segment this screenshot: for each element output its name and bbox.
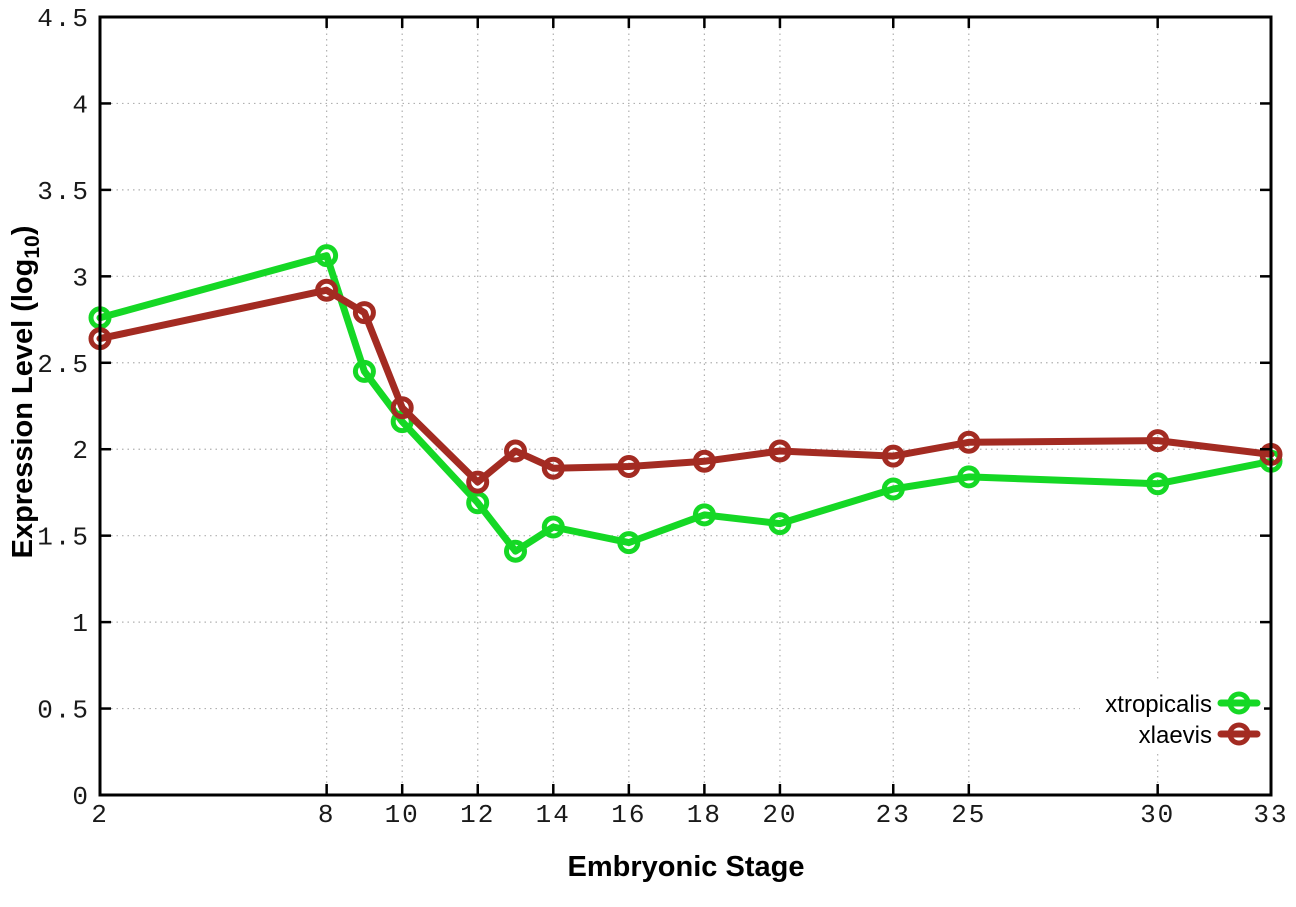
x-tick-label: 12 bbox=[460, 800, 495, 830]
y-tick-label: 3 bbox=[72, 263, 90, 293]
legend: xtropicalis xlaevis bbox=[1080, 682, 1264, 750]
x-tick-label: 14 bbox=[536, 800, 571, 830]
data-point-xtropicalis-stage-20 bbox=[768, 512, 792, 536]
x-axis-title: Embryonic Stage bbox=[568, 851, 805, 883]
data-point-xlaevis-stage-25 bbox=[957, 430, 981, 454]
y-tick-label: 0 bbox=[72, 782, 90, 812]
data-point-xlaevis-stage-8 bbox=[315, 278, 339, 302]
data-point-xtropicalis-stage-18 bbox=[692, 503, 716, 527]
series-layer bbox=[88, 244, 1283, 563]
x-tick-label: 2 bbox=[91, 800, 109, 830]
tick-label-layer: 2 8 10 12 14 16 18 20 23 25 30 33 0 0.5 1 1.5 2 2.5 3 3.5 4 4… bbox=[37, 4, 1288, 830]
data-point-xtropicalis-stage-13 bbox=[504, 539, 527, 563]
y-tick-label: 1.5 bbox=[37, 523, 90, 553]
data-point-xlaevis-stage-12 bbox=[466, 470, 490, 494]
x-tick-label: 10 bbox=[385, 800, 420, 830]
y-tick-label: 2 bbox=[72, 436, 90, 466]
legend-sample-marker-xlaevis bbox=[1227, 722, 1251, 746]
data-point-xtropicalis-stage-30 bbox=[1146, 472, 1170, 496]
x-tick-label: 25 bbox=[951, 800, 986, 830]
y-tick-label: 3.5 bbox=[37, 177, 90, 207]
legend-sample-marker-xtropicalis bbox=[1227, 691, 1251, 715]
data-point-xtropicalis-stage-25 bbox=[957, 465, 981, 489]
series-line-xlaevis bbox=[96, 286, 1275, 486]
data-point-xtropicalis-stage-9 bbox=[352, 359, 376, 383]
data-point-xlaevis-stage-13 bbox=[504, 439, 527, 463]
legend-label-xtropicalis: xtropicalis bbox=[1105, 691, 1212, 718]
y-tick-label: 4.5 bbox=[37, 4, 90, 34]
x-tick-label: 8 bbox=[318, 800, 336, 830]
x-tick-label: 16 bbox=[611, 800, 646, 830]
data-point-xlaevis-stage-14 bbox=[541, 456, 565, 480]
data-point-xtropicalis-stage-8 bbox=[315, 244, 339, 268]
x-tick-label: 30 bbox=[1140, 800, 1175, 830]
y-axis-title: Expression Level (log10) bbox=[7, 226, 44, 559]
data-point-xtropicalis-stage-12 bbox=[466, 491, 490, 515]
tick-layer bbox=[98, 15, 1273, 797]
plot-border bbox=[98, 15, 1273, 797]
data-point-xtropicalis-stage-16 bbox=[617, 531, 641, 555]
legend-label-xlaevis: xlaevis bbox=[1139, 722, 1212, 749]
data-point-xtropicalis-stage-23 bbox=[881, 477, 905, 501]
data-point-xlaevis-stage-10 bbox=[390, 396, 414, 420]
data-point-xtropicalis-stage-14 bbox=[541, 515, 565, 539]
x-tick-label: 20 bbox=[762, 800, 797, 830]
y-tick-label: 0.5 bbox=[37, 696, 90, 726]
data-point-xlaevis-stage-20 bbox=[768, 439, 792, 463]
x-tick-label: 33 bbox=[1253, 800, 1288, 830]
x-tick-label: 23 bbox=[876, 800, 911, 830]
data-point-xlaevis-stage-23 bbox=[881, 444, 905, 468]
y-tick-label: 2.5 bbox=[37, 350, 90, 380]
y-tick-label: 1 bbox=[72, 609, 90, 639]
data-point-xlaevis-stage-9 bbox=[352, 301, 376, 325]
y-tick-label: 4 bbox=[72, 90, 90, 120]
grid-layer bbox=[99, 16, 1272, 796]
data-point-xlaevis-stage-18 bbox=[692, 449, 716, 473]
x-tick-label: 18 bbox=[687, 800, 722, 830]
data-point-xlaevis-stage-16 bbox=[617, 455, 641, 478]
data-point-xlaevis-stage-30 bbox=[1146, 429, 1170, 453]
